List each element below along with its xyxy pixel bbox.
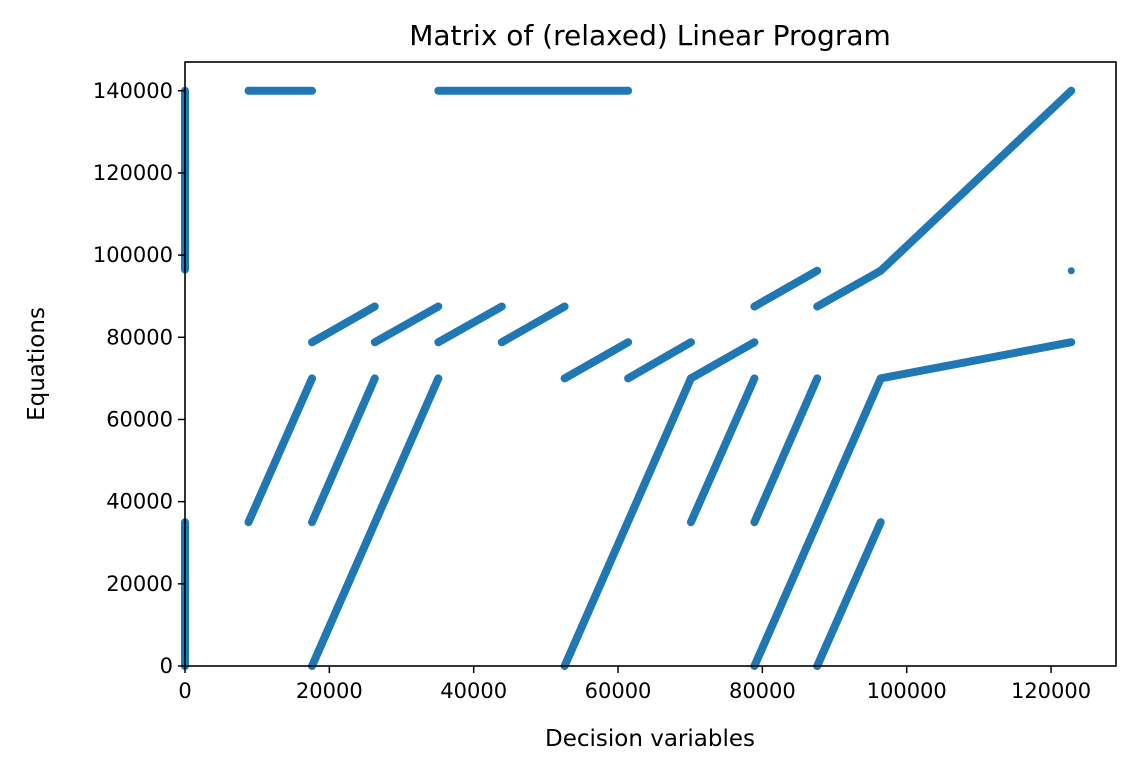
y-axis-label: Equations — [24, 307, 50, 421]
y-tick-label: 60000 — [106, 407, 173, 431]
nonzero-band-11 — [686, 338, 759, 383]
plot-frame — [184, 61, 1117, 667]
x-tick-label: 0 — [178, 679, 191, 703]
x-tick-label: 100000 — [867, 679, 947, 703]
x-tick-label: 20000 — [296, 679, 363, 703]
nonzero-band-14 — [876, 86, 1076, 275]
x-axis: 0 20000 40000 60000 80000 100000 120000 — [178, 666, 1091, 703]
nonzero-band-16 — [244, 374, 317, 527]
y-axis: 0 20000 40000 60000 80000 100000 120000 140000 — [93, 79, 185, 678]
nonzero-band-17 — [308, 374, 379, 527]
nonzero-point-1 — [1067, 267, 1075, 275]
nonzero-band-12 — [750, 266, 822, 311]
nonzero-band-20 — [686, 374, 759, 527]
nonzero-band-8 — [497, 302, 569, 347]
nonzero-band-9 — [560, 338, 633, 383]
x-tick-label: 40000 — [440, 679, 507, 703]
nonzero-band-23 — [813, 518, 885, 670]
nonzero-band-7 — [434, 302, 506, 347]
y-tick-label: 120000 — [93, 161, 173, 185]
nonzero-band-21 — [750, 374, 822, 527]
nonzero-band-15 — [876, 338, 1076, 383]
x-tick-label: 80000 — [729, 679, 796, 703]
y-tick-label: 40000 — [106, 490, 173, 514]
nonzero-band-5 — [308, 302, 379, 347]
data-marks — [181, 86, 1076, 670]
nonzero-band-10 — [624, 338, 695, 383]
x-tick-label: 120000 — [1011, 679, 1091, 703]
y-tick-label: 0 — [160, 654, 173, 678]
y-tick-label: 80000 — [106, 325, 173, 349]
nonzero-band-18 — [308, 374, 443, 670]
y-tick-label: 140000 — [93, 79, 173, 103]
nonzero-band-13 — [813, 266, 885, 311]
chart-title: Matrix of (relaxed) Linear Program — [409, 19, 891, 52]
y-tick-label: 20000 — [106, 572, 173, 596]
y-tick-label: 100000 — [93, 243, 173, 267]
nonzero-band-19 — [560, 374, 695, 670]
nonzero-band-22 — [750, 374, 885, 670]
x-axis-label: Decision variables — [545, 726, 755, 752]
x-tick-label: 60000 — [585, 679, 652, 703]
nonzero-band-6 — [370, 302, 443, 347]
